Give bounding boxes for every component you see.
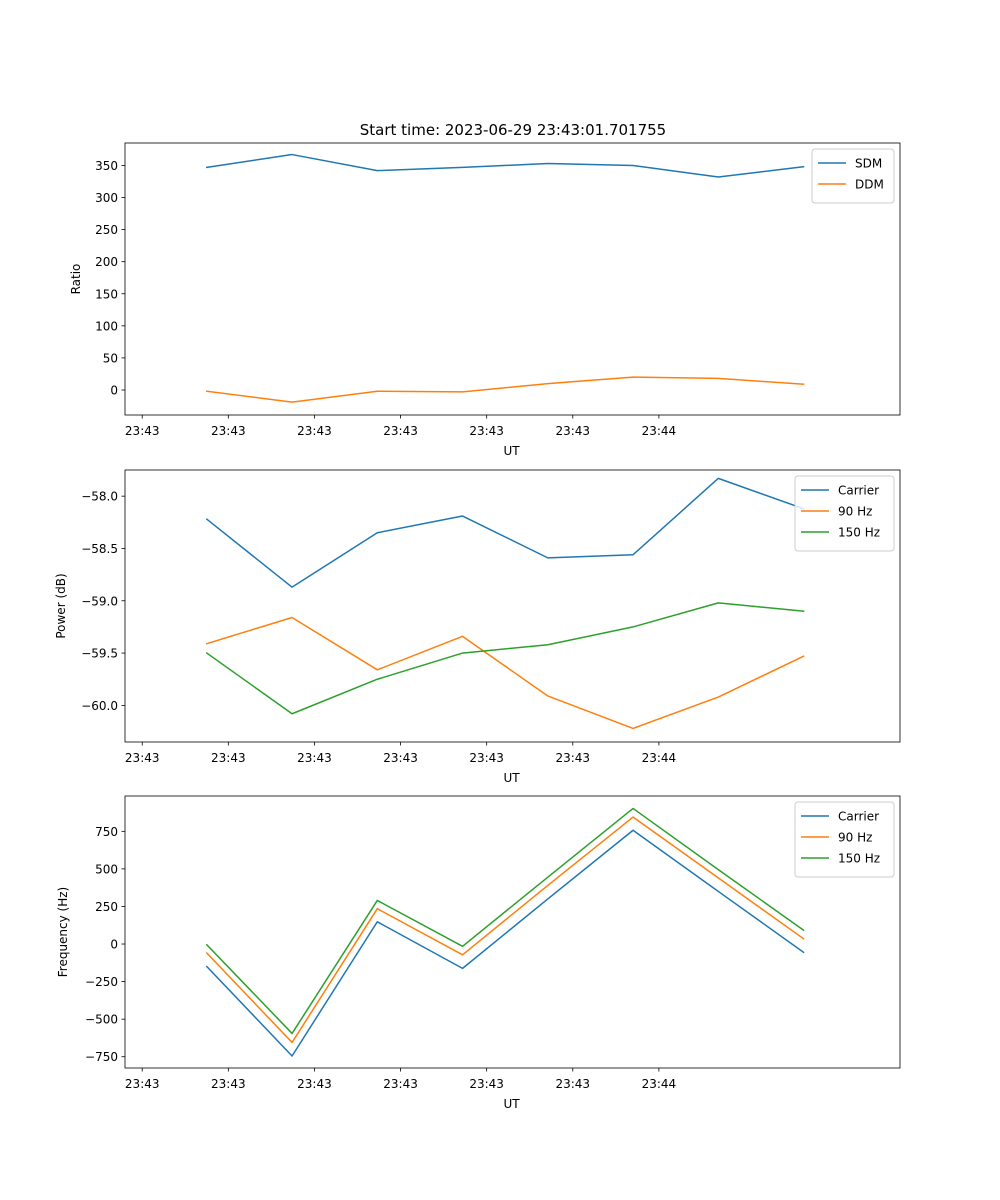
- series-line-sdm: [205, 153, 805, 178]
- chart-panel-1: 23:43 23:43 23:43 23:43 23:43 23:43 23:44 0 50 10…: [69, 142, 901, 458]
- y-tick-label: −750: [85, 1050, 118, 1064]
- legend-label: 90 Hz: [838, 831, 872, 845]
- y-tick-label: 350: [95, 159, 118, 173]
- x-tick-label: 23:43: [211, 424, 246, 438]
- x-tick-label: 23:43: [125, 1077, 160, 1091]
- y-tick-label: 500: [95, 862, 118, 876]
- axes-frame: [124, 469, 901, 743]
- y-tick-label: 200: [95, 255, 118, 269]
- series-line-90-hz: [205, 616, 805, 730]
- y-tick-label: 250: [95, 900, 118, 914]
- y-tick-label: 100: [95, 319, 118, 333]
- y-tick-label: −500: [85, 1013, 118, 1027]
- x-tick-label: 23:43: [297, 751, 332, 765]
- y-tick-label: 50: [103, 351, 118, 365]
- y-tick-label: 300: [95, 191, 118, 205]
- y-tick-label: −59.5: [81, 647, 118, 661]
- x-tick-label: 23:43: [469, 751, 504, 765]
- legend-label: 150 Hz: [838, 526, 880, 540]
- y-axis-label: Frequency (Hz): [56, 887, 70, 978]
- x-axis-label: UT: [503, 1097, 520, 1111]
- y-tick-label: −58.0: [81, 490, 118, 504]
- x-tick-label: 23:44: [642, 1077, 677, 1091]
- y-tick-label: −60.0: [81, 699, 118, 713]
- y-tick-label: 250: [95, 223, 118, 237]
- legend-label: 150 Hz: [838, 852, 880, 866]
- chart-panel-3: 23:43 23:43 23:43 23:43 23:43 23:43 23:44 −750 −…: [56, 795, 901, 1111]
- x-tick-label: 23:43: [125, 751, 160, 765]
- legend: SDM DDM: [811, 148, 895, 204]
- x-tick-label: 23:43: [383, 424, 418, 438]
- legend: Carrier 90 Hz 150 Hz: [794, 801, 895, 878]
- y-tick-label: 0: [110, 383, 118, 397]
- x-tick-label: 23:43: [555, 424, 590, 438]
- x-tick-label: 23:43: [297, 424, 332, 438]
- x-tick-label: 23:43: [555, 1077, 590, 1091]
- legend-label: Carrier: [838, 810, 879, 824]
- series-line-150-hz: [205, 807, 805, 1035]
- x-tick-label: 23:43: [469, 1077, 504, 1091]
- y-tick-label: 150: [95, 287, 118, 301]
- legend-label: SDM: [855, 157, 882, 171]
- x-tick-label: 23:44: [642, 751, 677, 765]
- axes-frame: [124, 795, 901, 1069]
- y-tick-label: 0: [110, 938, 118, 952]
- x-tick-label: 23:43: [383, 1077, 418, 1091]
- x-tick-label: 23:43: [211, 1077, 246, 1091]
- x-axis-label: UT: [503, 771, 520, 785]
- series-line-150-hz: [205, 602, 805, 715]
- series-line-carrier: [205, 477, 805, 588]
- series-line-ddm: [205, 376, 805, 403]
- series-line-carrier: [205, 829, 805, 1057]
- y-tick-label: 750: [95, 825, 118, 839]
- y-axis-label: Power (dB): [54, 573, 68, 638]
- figure-title: Start time: 2023-06-29 23:43:01.701755: [360, 121, 666, 139]
- legend-label: DDM: [855, 178, 884, 192]
- legend-label: Carrier: [838, 484, 879, 498]
- x-tick-label: 23:43: [125, 424, 160, 438]
- x-axis-label: UT: [503, 444, 520, 458]
- legend-label: 90 Hz: [838, 505, 872, 519]
- axes-frame: [124, 142, 901, 416]
- x-tick-label: 23:43: [211, 751, 246, 765]
- y-axis-label: Ratio: [69, 264, 83, 295]
- series-line-90-hz: [205, 816, 805, 1044]
- x-tick-label: 23:43: [383, 751, 418, 765]
- chart-panel-2: 23:43 23:43 23:43 23:43 23:43 23:43 23:44 −60.0…: [54, 469, 901, 785]
- x-tick-label: 23:43: [555, 751, 590, 765]
- y-tick-label: −58.5: [81, 542, 118, 556]
- x-tick-label: 23:43: [469, 424, 504, 438]
- legend: Carrier 90 Hz 150 Hz: [794, 475, 895, 552]
- x-tick-label: 23:43: [297, 1077, 332, 1091]
- y-tick-label: −59.0: [81, 594, 118, 608]
- y-tick-label: −250: [85, 975, 118, 989]
- x-tick-label: 23:44: [642, 424, 677, 438]
